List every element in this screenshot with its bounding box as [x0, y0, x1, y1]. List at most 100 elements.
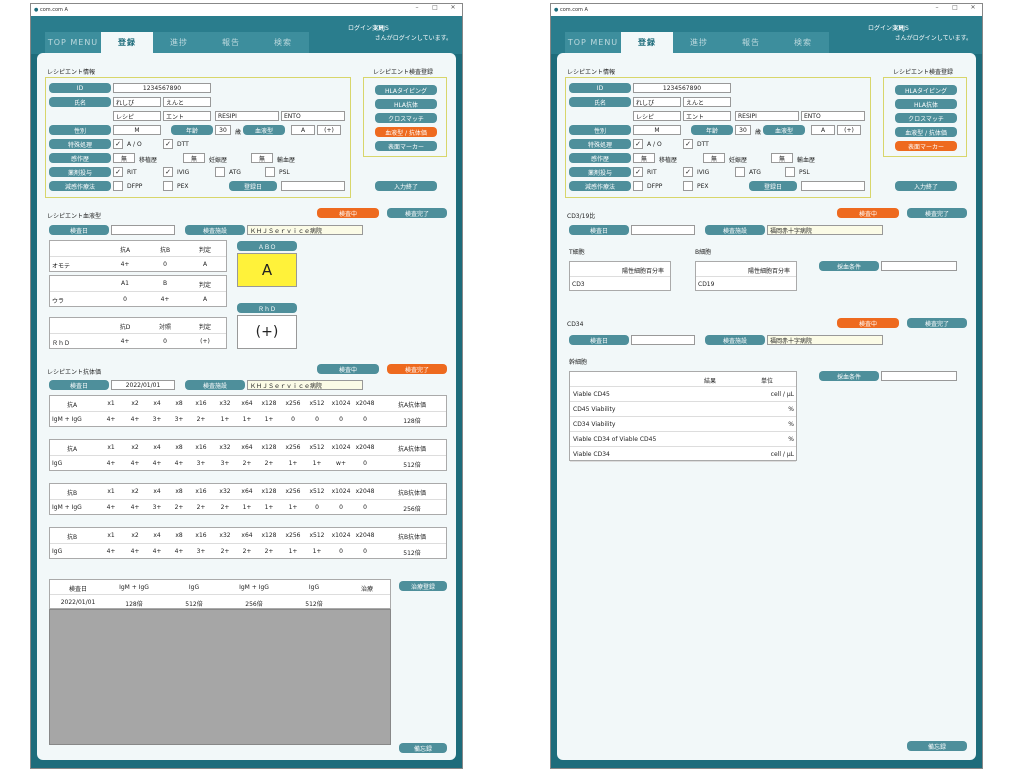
- blood-rh-field[interactable]: (+): [317, 125, 341, 135]
- kana-field-1-right[interactable]: レシピ: [633, 111, 681, 121]
- input-done-button-right[interactable]: 入力終了: [895, 181, 957, 191]
- hla-antibody-button[interactable]: HLA抗体: [375, 99, 437, 109]
- collection-condition-field[interactable]: [881, 261, 957, 271]
- cd34-test-complete-button[interactable]: 検査完了: [907, 318, 967, 328]
- id-field-right[interactable]: 1234567890: [633, 83, 731, 93]
- name-field-1[interactable]: れしぴ: [113, 97, 161, 107]
- surface-marker-button-right[interactable]: 表面マーカー: [895, 141, 957, 151]
- treatment-register-button[interactable]: 治療登録: [399, 581, 447, 591]
- tab-search[interactable]: 検索: [257, 32, 309, 53]
- pregnancy-history-field-right[interactable]: 無: [703, 153, 725, 163]
- name-field-1-right[interactable]: れしぴ: [633, 97, 681, 107]
- input-done-button[interactable]: 入力終了: [375, 181, 437, 191]
- id-field[interactable]: 1234567890: [113, 83, 211, 93]
- dtt-checkbox[interactable]: ✓: [163, 139, 173, 149]
- close-button-right[interactable]: ✕: [970, 4, 976, 11]
- psl-checkbox[interactable]: [265, 167, 275, 177]
- summary-empty-area: [49, 609, 391, 745]
- close-button[interactable]: ✕: [450, 4, 456, 11]
- sex-field-right[interactable]: M: [633, 125, 681, 135]
- antibody-test-date-field[interactable]: 2022/01/01: [111, 380, 175, 390]
- maximize-button[interactable]: □: [432, 4, 438, 11]
- dfpp-checkbox-right[interactable]: [633, 181, 643, 191]
- transfusion-history-field-right[interactable]: 無: [771, 153, 793, 163]
- ao-checkbox[interactable]: ✓: [113, 139, 123, 149]
- tab-search-right[interactable]: 検索: [777, 32, 829, 53]
- test-facility-field[interactable]: ＫＨＪＳｅｒｖｉｃｅ病院: [247, 225, 363, 235]
- roman-field-2-right[interactable]: ENTO: [801, 111, 865, 121]
- tab-top-menu[interactable]: TOP MENU: [45, 32, 101, 53]
- pex-checkbox[interactable]: [163, 181, 173, 191]
- ao-checkbox-right[interactable]: ✓: [633, 139, 643, 149]
- antibody-in-test-button[interactable]: 検査中: [317, 364, 379, 374]
- psl-checkbox-right[interactable]: [785, 167, 795, 177]
- roman-field-1[interactable]: RESIPI: [215, 111, 279, 121]
- transfusion-history-field[interactable]: 無: [251, 153, 273, 163]
- minimize-button[interactable]: –: [415, 4, 419, 11]
- name-field-2-right[interactable]: えんと: [683, 97, 731, 107]
- in-test-badge[interactable]: 検査中: [317, 208, 379, 218]
- ivig-checkbox-right[interactable]: ✓: [683, 167, 693, 177]
- test-complete-button[interactable]: 検査完了: [387, 208, 447, 218]
- test-date-field[interactable]: [111, 225, 175, 235]
- cd-test-complete-button[interactable]: 検査完了: [907, 208, 967, 218]
- age-field[interactable]: 30: [215, 125, 231, 135]
- tab-register[interactable]: 登録: [101, 32, 153, 53]
- login-change-link[interactable]: ログイン変更: [347, 25, 384, 32]
- cd-in-test-badge[interactable]: 検査中: [837, 208, 899, 218]
- dtt-checkbox-right[interactable]: ✓: [683, 139, 693, 149]
- name-field-2[interactable]: えんと: [163, 97, 211, 107]
- antibody-facility-field[interactable]: ＫＨＪＳｅｒｖｉｃｅ病院: [247, 380, 363, 390]
- blood-rh-field-right[interactable]: (+): [837, 125, 861, 135]
- transplant-history-field[interactable]: 無: [113, 153, 135, 163]
- dfpp-checkbox[interactable]: [113, 181, 123, 191]
- age-field-right[interactable]: 30: [735, 125, 751, 135]
- antibody-test-complete-button[interactable]: 検査完了: [387, 364, 447, 374]
- memo-button[interactable]: 備忘録: [399, 743, 447, 753]
- stem-collection-condition-field[interactable]: [881, 371, 957, 381]
- kana-field-1[interactable]: レシピ: [113, 111, 161, 121]
- kana-field-2-right[interactable]: エント: [683, 111, 731, 121]
- minimize-button-right[interactable]: –: [935, 4, 939, 11]
- blood-type-antibody-button-right[interactable]: 血液型 / 抗体価: [895, 127, 957, 137]
- login-change-link-right[interactable]: ログイン変更: [867, 25, 904, 32]
- kana-field-2[interactable]: エント: [163, 111, 211, 121]
- titer-value: 0: [363, 548, 367, 555]
- rit-checkbox[interactable]: ✓: [113, 167, 123, 177]
- cd-test-date-field[interactable]: [631, 225, 695, 235]
- maximize-button-right[interactable]: □: [952, 4, 958, 11]
- pex-checkbox-right[interactable]: [683, 181, 693, 191]
- cd34-in-test-badge[interactable]: 検査中: [837, 318, 899, 328]
- tab-report-right[interactable]: 報告: [725, 32, 777, 53]
- crossmatch-button-right[interactable]: クロスマッチ: [895, 113, 957, 123]
- hla-typing-button-right[interactable]: HLAタイピング: [895, 85, 957, 95]
- blood-type-antibody-button[interactable]: 血液型 / 抗体価: [375, 127, 437, 137]
- tab-top-menu-right[interactable]: TOP MENU: [565, 32, 621, 53]
- tab-report[interactable]: 報告: [205, 32, 257, 53]
- atg-checkbox-right[interactable]: [735, 167, 745, 177]
- ivig-checkbox[interactable]: ✓: [163, 167, 173, 177]
- blood-abo-field-right[interactable]: A: [811, 125, 835, 135]
- atg-label-right: ATG: [749, 169, 761, 176]
- registration-date-field-right[interactable]: [801, 181, 865, 191]
- tab-progress-right[interactable]: 進捗: [673, 32, 725, 53]
- registration-date-field[interactable]: [281, 181, 345, 191]
- hla-antibody-button-right[interactable]: HLA抗体: [895, 99, 957, 109]
- cd-test-facility-field[interactable]: 福岡赤十字病院: [767, 225, 883, 235]
- hla-typing-button[interactable]: HLAタイピング: [375, 85, 437, 95]
- memo-button-right[interactable]: 備忘録: [907, 741, 967, 751]
- cd34-test-facility-field[interactable]: 福岡赤十字病院: [767, 335, 883, 345]
- atg-checkbox[interactable]: [215, 167, 225, 177]
- crossmatch-button[interactable]: クロスマッチ: [375, 113, 437, 123]
- blood-abo-field[interactable]: A: [291, 125, 315, 135]
- cd34-test-date-field[interactable]: [631, 335, 695, 345]
- roman-field-1-right[interactable]: RESIPI: [735, 111, 799, 121]
- roman-field-2[interactable]: ENTO: [281, 111, 345, 121]
- surface-marker-button[interactable]: 表面マーカー: [375, 141, 437, 151]
- rit-checkbox-right[interactable]: ✓: [633, 167, 643, 177]
- tab-register-right[interactable]: 登録: [621, 32, 673, 53]
- pregnancy-history-field[interactable]: 無: [183, 153, 205, 163]
- transplant-history-field-right[interactable]: 無: [633, 153, 655, 163]
- sex-field[interactable]: M: [113, 125, 161, 135]
- tab-progress[interactable]: 進捗: [153, 32, 205, 53]
